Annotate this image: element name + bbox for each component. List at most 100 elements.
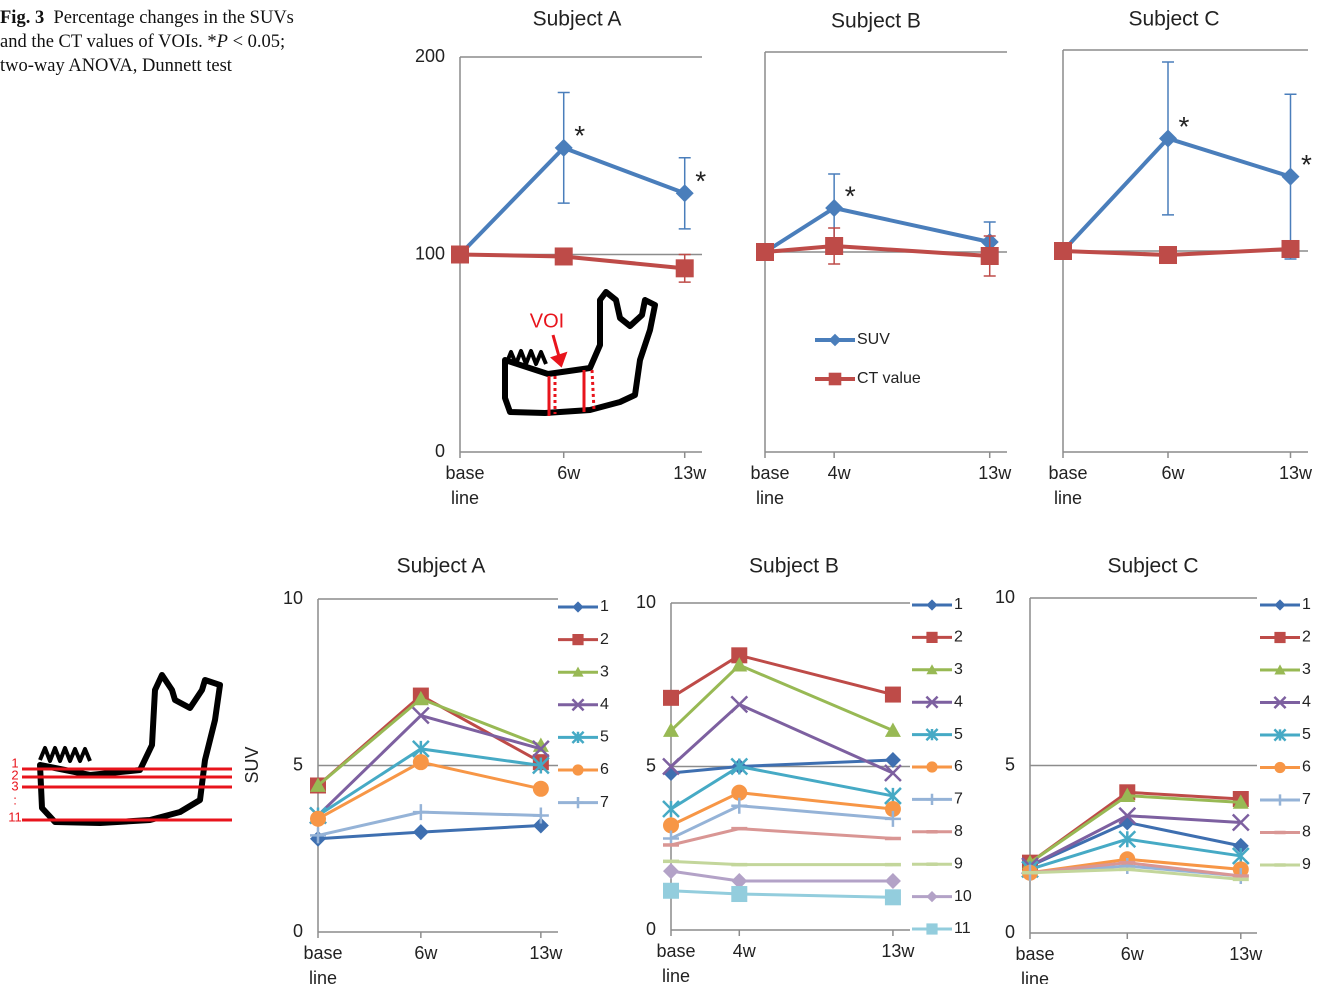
legend-label: 8: [1302, 824, 1311, 841]
x-tick-label: 13w: [978, 463, 1012, 483]
chart-title: Subject A: [533, 8, 622, 31]
chart-title: Subject B: [831, 10, 921, 33]
legend-marker: [572, 601, 583, 612]
legend-label: 11: [954, 920, 971, 937]
marker: [825, 237, 843, 255]
x-tick-label: 13w: [529, 943, 563, 963]
series-line: [671, 891, 893, 898]
legend-marker: [926, 599, 937, 610]
x-tick-label: 6w: [557, 463, 581, 483]
slice-label: 11: [8, 809, 22, 824]
y-tick-label: 0: [435, 441, 445, 461]
marker: [1159, 246, 1177, 264]
legend-label: SUV: [857, 331, 890, 348]
legend-label: 1: [1302, 596, 1311, 613]
chart-title: Subject C: [1107, 555, 1198, 578]
legend-marker: [926, 632, 937, 643]
legend-label: 6: [1302, 759, 1311, 776]
jaw-diagram: [40, 675, 220, 823]
x-tick-label: 4w: [733, 941, 757, 961]
series-line: [671, 665, 893, 730]
legend-marker: [1274, 599, 1285, 610]
voi-label: VOI: [530, 310, 564, 332]
legend-label: 5: [600, 729, 609, 746]
marker: [981, 247, 999, 265]
marker: [451, 246, 469, 264]
series-line: [460, 148, 685, 255]
marker: [731, 696, 747, 712]
legend-marker: [829, 373, 842, 386]
x-tick-label: 4w: [828, 463, 852, 483]
x-tick-label: baseline: [750, 463, 789, 508]
legend-marker: [1274, 794, 1285, 805]
chart-title: Subject C: [1128, 8, 1219, 31]
jaw-diagram: [505, 292, 655, 413]
legend-marker: [1274, 762, 1285, 773]
x-tick-label: 6w: [1161, 463, 1185, 483]
marker: [731, 886, 747, 902]
legend-label: 8: [954, 823, 963, 840]
marker: [663, 801, 679, 817]
significance-mark: *: [845, 180, 856, 211]
x-tick-label: 13w: [1279, 463, 1313, 483]
legend-label: 1: [600, 598, 609, 615]
legend-label: 1: [954, 596, 963, 613]
series-line: [765, 246, 990, 256]
legend-marker: [829, 334, 842, 347]
y-tick-label: 0: [1005, 922, 1015, 942]
x-tick-label: 6w: [1121, 944, 1145, 964]
legend-label: 4: [600, 696, 609, 713]
y-tick-label: 5: [293, 754, 303, 774]
legend-label: 7: [1302, 791, 1311, 808]
figure: VOI 1 2 3 : 11 Subject A0100200baseline6…: [0, 0, 1318, 984]
marker: [413, 824, 429, 840]
marker: [413, 804, 429, 820]
legend-label: 5: [954, 726, 963, 743]
marker: [533, 781, 549, 797]
marker: [663, 883, 679, 899]
significance-mark: *: [1179, 111, 1190, 142]
legend-label: 7: [600, 794, 609, 811]
marker: [310, 811, 326, 827]
marker: [413, 754, 429, 770]
legend-label: 2: [1302, 629, 1311, 646]
marker: [676, 184, 694, 202]
y-axis-label: SUV: [242, 746, 262, 783]
y-tick-label: 0: [646, 919, 656, 939]
legend-label: 7: [954, 791, 963, 808]
legend-marker: [572, 634, 583, 645]
series-line: [671, 861, 893, 864]
x-tick-label: 13w: [1229, 944, 1263, 964]
significance-mark: *: [695, 166, 706, 197]
marker: [663, 690, 679, 706]
marker: [756, 243, 774, 261]
marker: [731, 798, 747, 814]
x-tick-label: 13w: [881, 941, 915, 961]
legend-label: 2: [600, 631, 609, 648]
chart-title: Subject B: [749, 555, 839, 578]
slice-label: 3: [11, 778, 18, 793]
marker: [555, 247, 573, 265]
x-tick-label: baseline: [303, 943, 342, 984]
legend-label: 6: [600, 761, 609, 778]
series-line: [671, 767, 893, 810]
legend-marker: [926, 761, 937, 772]
marker: [885, 889, 901, 905]
marker: [885, 687, 901, 703]
legend-label: 4: [954, 693, 963, 710]
legend-label: 3: [1302, 661, 1311, 678]
marker: [533, 807, 549, 823]
legend-marker: [926, 923, 937, 934]
series-line: [671, 655, 893, 698]
significance-mark: *: [574, 120, 585, 151]
slice-label: :: [13, 792, 17, 807]
legend-label: 4: [1302, 694, 1311, 711]
legend-label: 6: [954, 758, 963, 775]
legend-label: 2: [954, 629, 963, 646]
marker: [885, 752, 901, 768]
series-line: [765, 208, 990, 252]
legend-label: 10: [954, 888, 972, 905]
